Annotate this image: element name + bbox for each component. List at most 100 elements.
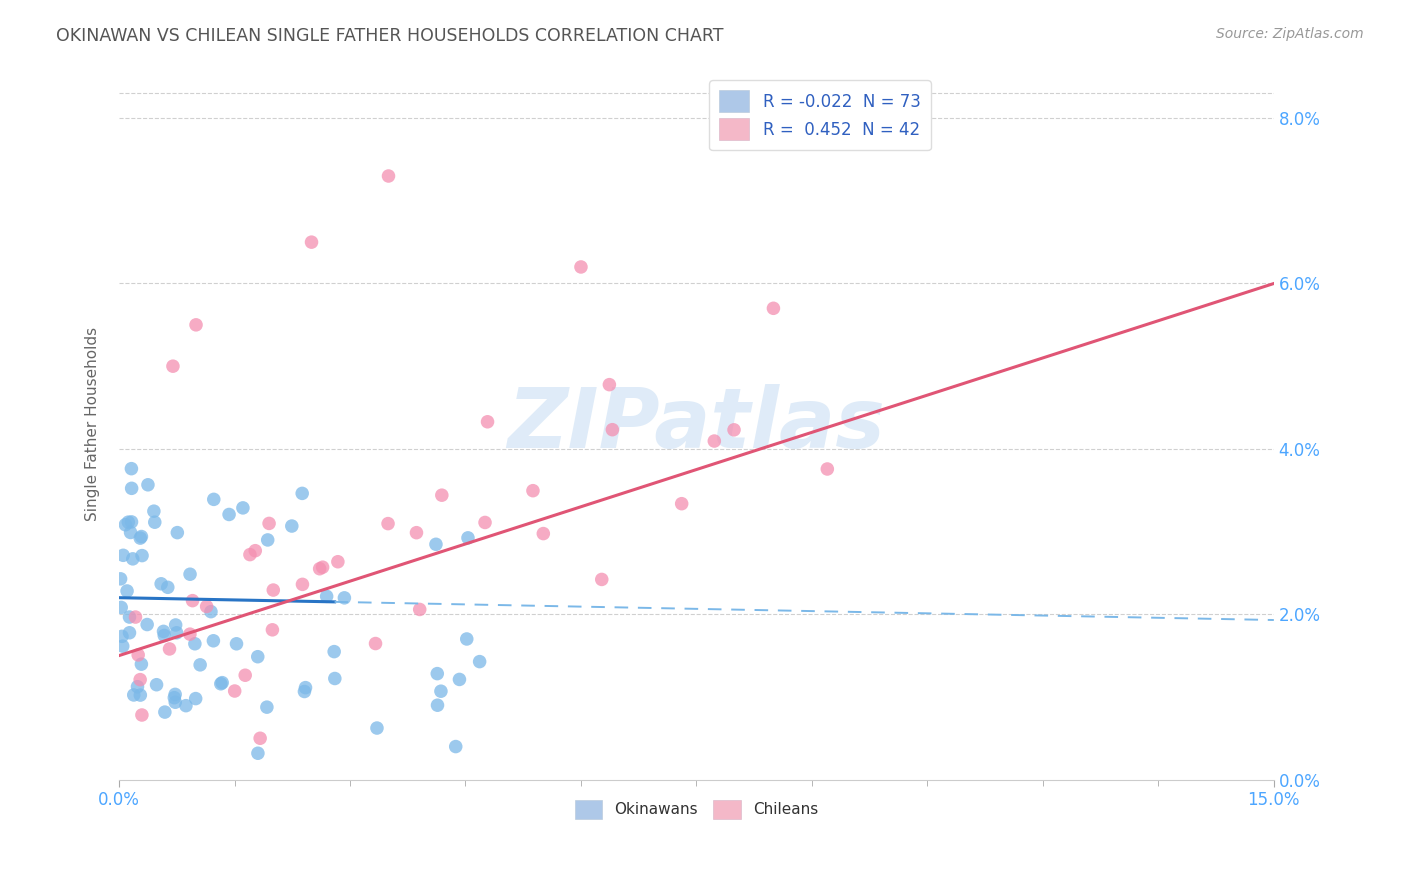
Point [115, 584, 138, 599]
Point [409, 602, 432, 616]
Point [156, 580, 179, 594]
Point [136, 617, 159, 632]
Point [444, 739, 467, 754]
Point [121, 515, 143, 529]
Y-axis label: Single Father Households: Single Father Households [86, 327, 100, 521]
Point [425, 537, 447, 551]
Point [262, 623, 284, 637]
Point [142, 504, 165, 518]
Point [165, 695, 187, 709]
Point [200, 605, 222, 619]
Point [703, 434, 725, 448]
Text: OKINAWAN VS CHILEAN SINGLE FATHER HOUSEHOLDS CORRELATION CHART: OKINAWAN VS CHILEAN SINGLE FATHER HOUSEH… [56, 27, 724, 45]
Point [426, 698, 449, 713]
Point [131, 708, 153, 723]
Point [218, 508, 240, 522]
Point [474, 516, 496, 530]
Point [249, 731, 271, 746]
Point [377, 169, 399, 183]
Point [110, 600, 132, 615]
Point [117, 515, 139, 529]
Point [153, 628, 176, 642]
Point [195, 599, 218, 614]
Point [118, 610, 141, 624]
Point [323, 645, 346, 659]
Point [426, 666, 449, 681]
Legend: Okinawans, Chileans: Okinawans, Chileans [568, 794, 824, 825]
Point [430, 488, 453, 502]
Point [291, 577, 314, 591]
Point [308, 562, 330, 576]
Point [165, 618, 187, 632]
Point [246, 746, 269, 760]
Point [257, 516, 280, 531]
Point [162, 359, 184, 374]
Point [174, 698, 197, 713]
Point [184, 637, 207, 651]
Point [129, 673, 152, 687]
Text: Source: ZipAtlas.com: Source: ZipAtlas.com [1216, 27, 1364, 41]
Point [591, 573, 613, 587]
Text: ZIPatlas: ZIPatlas [508, 384, 886, 465]
Point [815, 462, 838, 476]
Point [449, 673, 471, 687]
Point [468, 655, 491, 669]
Point [233, 668, 256, 682]
Point [110, 572, 132, 586]
Point [246, 649, 269, 664]
Point [111, 639, 134, 653]
Point [405, 525, 427, 540]
Point [531, 526, 554, 541]
Point [120, 461, 142, 475]
Point [522, 483, 544, 498]
Point [112, 549, 135, 563]
Point [239, 548, 262, 562]
Point [301, 235, 323, 249]
Point [477, 415, 499, 429]
Point [256, 700, 278, 714]
Point [294, 681, 316, 695]
Point [602, 423, 624, 437]
Point [232, 500, 254, 515]
Point [291, 486, 314, 500]
Point [179, 567, 201, 582]
Point [366, 721, 388, 735]
Point [209, 677, 232, 691]
Point [131, 657, 153, 672]
Point [281, 519, 304, 533]
Point [364, 636, 387, 650]
Point [211, 675, 233, 690]
Point [224, 684, 246, 698]
Point [121, 552, 143, 566]
Point [256, 533, 278, 547]
Point [131, 529, 153, 543]
Point [569, 260, 592, 274]
Point [145, 678, 167, 692]
Point [136, 477, 159, 491]
Point [671, 497, 693, 511]
Point [152, 624, 174, 639]
Point [129, 531, 152, 545]
Point [762, 301, 785, 316]
Point [122, 688, 145, 702]
Point [326, 555, 349, 569]
Point [181, 593, 204, 607]
Point [111, 629, 134, 643]
Point [430, 684, 453, 698]
Point [165, 687, 187, 701]
Point [333, 591, 356, 605]
Point [114, 517, 136, 532]
Point [153, 705, 176, 719]
Point [131, 549, 153, 563]
Point [127, 648, 149, 662]
Point [150, 576, 173, 591]
Point [311, 560, 333, 574]
Point [127, 680, 149, 694]
Point [166, 625, 188, 640]
Point [124, 610, 146, 624]
Point [315, 590, 337, 604]
Point [225, 637, 247, 651]
Point [457, 531, 479, 545]
Point [245, 543, 267, 558]
Point [294, 684, 316, 698]
